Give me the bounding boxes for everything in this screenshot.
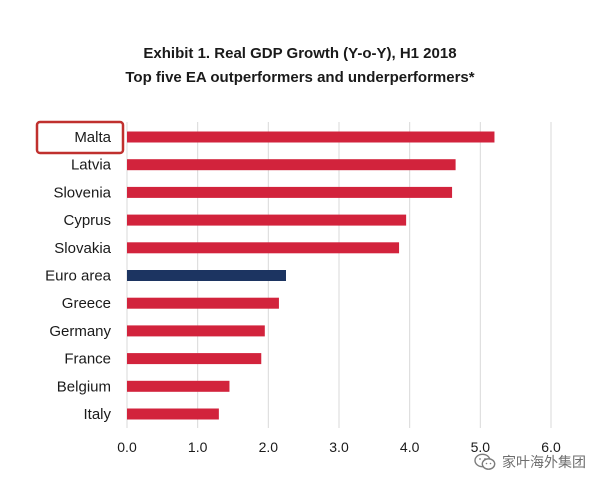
bar-slovakia: [127, 242, 400, 254]
x-tick-label: 1.0: [188, 439, 208, 455]
wechat-icon: [474, 453, 496, 470]
category-label: Greece: [62, 295, 111, 312]
chart-title: Exhibit 1. Real GDP Growth (Y-o-Y), H1 2…: [143, 45, 457, 62]
x-tick-label: 4.0: [400, 439, 420, 455]
bar-euro-area: [127, 270, 286, 281]
category-label: France: [64, 351, 111, 368]
category-label: Euro area: [45, 268, 112, 285]
bar-slovenia: [127, 186, 453, 198]
watermark: 家叶海外集团: [474, 452, 586, 472]
bar-france: [127, 353, 262, 365]
chart-subtitle: Top five EA outperformers and underperfo…: [125, 69, 475, 86]
bar-cyprus: [127, 214, 407, 226]
bar-latvia: [127, 159, 456, 171]
category-label: Italy: [83, 406, 111, 423]
watermark-text: 家叶海外集团: [502, 455, 586, 471]
chart-title-block: Exhibit 1. Real GDP Growth (Y-o-Y), H1 2…: [0, 42, 600, 90]
x-tick-label: 5.0: [471, 439, 491, 455]
category-label: Cyprus: [63, 212, 111, 229]
category-label: Slovakia: [54, 240, 111, 257]
bar-malta: [127, 131, 495, 143]
bar-germany: [127, 325, 265, 337]
category-label: Slovenia: [53, 184, 111, 201]
bar-italy: [127, 408, 219, 420]
highlight-box: [35, 120, 125, 155]
category-label: Belgium: [57, 378, 111, 395]
x-tick-label: 2.0: [259, 439, 279, 455]
bar-belgium: [127, 380, 230, 392]
category-label: Malta: [74, 129, 111, 146]
x-tick-label: 3.0: [329, 439, 349, 455]
x-tick-label: 6.0: [541, 439, 561, 455]
x-tick-label: 0.0: [117, 439, 137, 455]
bar-greece: [127, 297, 279, 309]
category-label: Germany: [49, 323, 111, 340]
category-label: Latvia: [71, 157, 112, 174]
